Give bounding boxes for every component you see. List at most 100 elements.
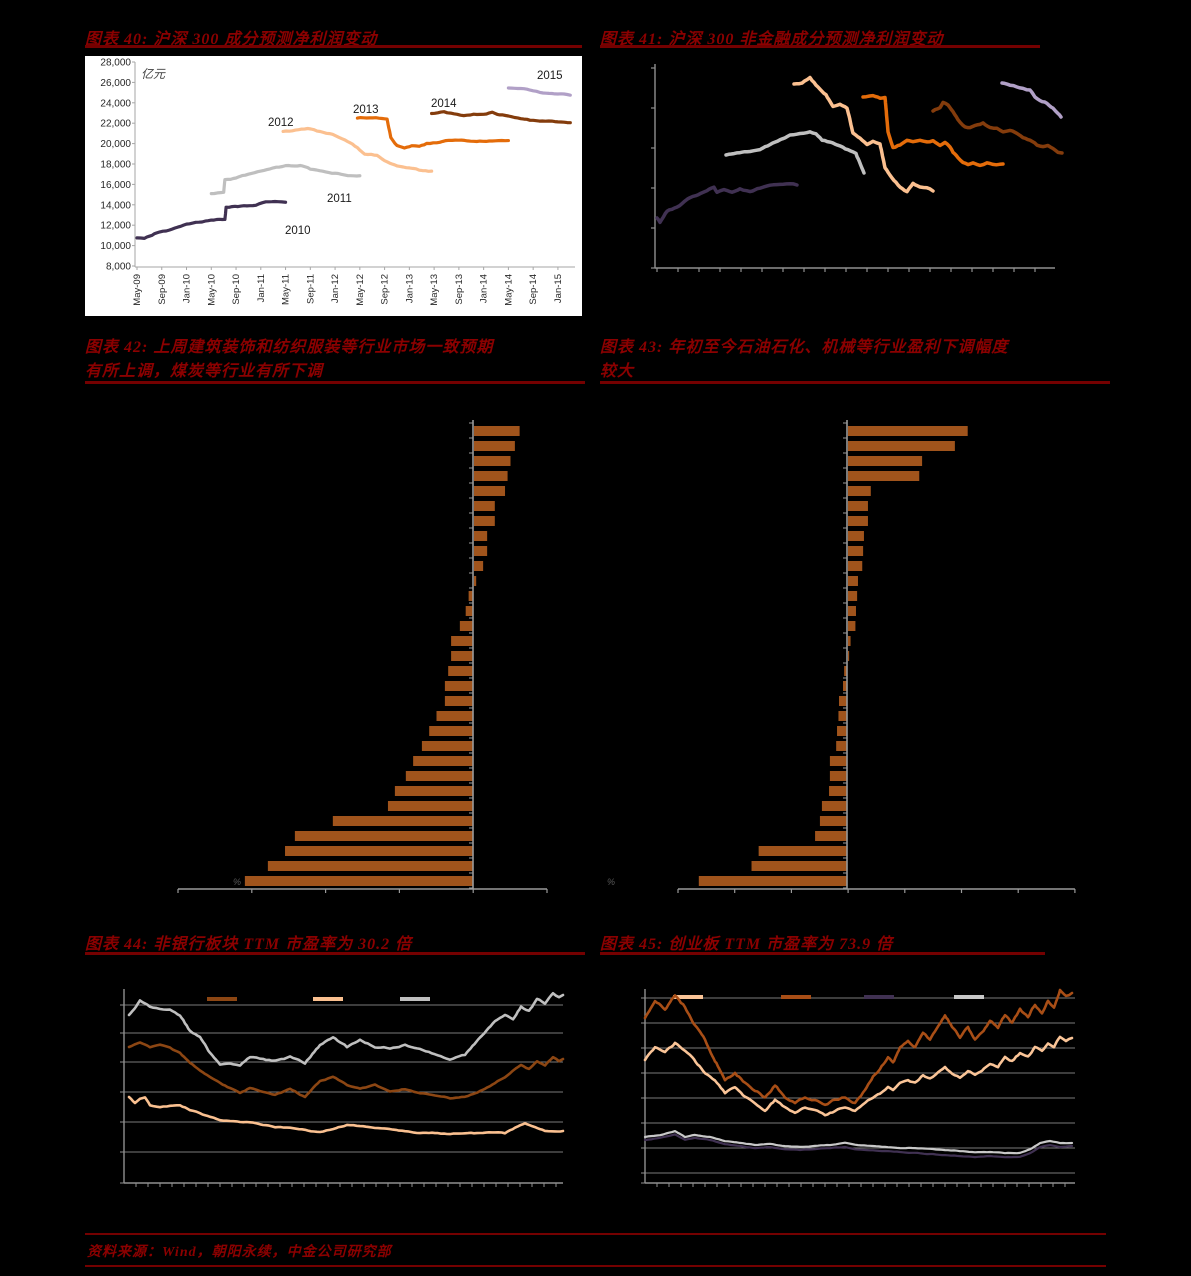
bar	[394, 786, 473, 796]
bar	[848, 426, 968, 436]
figure-45-title-underline	[600, 952, 1045, 955]
bar	[267, 861, 473, 871]
bar	[848, 441, 955, 451]
bar	[829, 786, 847, 796]
figure-41-title-underline	[600, 45, 1040, 48]
bar	[436, 711, 473, 721]
bar	[837, 726, 847, 736]
legend-swatch	[673, 995, 703, 999]
line-2013	[861, 93, 1005, 168]
bar	[843, 681, 847, 691]
bar	[474, 471, 508, 481]
line-2012	[792, 75, 935, 194]
x-tick-label: Sep-13	[454, 274, 465, 305]
line-2013	[355, 115, 510, 150]
bar	[405, 771, 473, 781]
bar	[294, 831, 473, 841]
line-2015	[506, 86, 572, 97]
x-tick-label: Jan-13	[404, 274, 415, 303]
figure-44-chart	[85, 985, 585, 1220]
figure-44-canvas	[120, 989, 565, 1187]
x-tick-label: Sep-10	[231, 274, 242, 305]
line-2014	[931, 100, 1064, 155]
bar	[459, 621, 473, 631]
x-tick-label: May-11	[281, 274, 292, 305]
figure-42-chart: %	[85, 392, 585, 902]
figure-40-title-underline	[85, 45, 582, 48]
line-series-purple	[643, 1133, 1074, 1159]
bar	[758, 846, 847, 856]
x-tick-label: Sep-12	[380, 274, 391, 305]
bar	[413, 756, 473, 766]
bar	[474, 486, 506, 496]
bar	[829, 756, 847, 766]
bar	[848, 456, 923, 466]
figure-44-title-underline	[85, 952, 585, 955]
figure-43-chart: %	[600, 392, 1191, 902]
x-tick-label: Jan-15	[553, 274, 564, 303]
bar	[474, 426, 520, 436]
bar	[848, 651, 850, 661]
x-tick-label: Jan-14	[479, 274, 490, 303]
figure-45-chart	[630, 985, 1090, 1220]
bar	[815, 831, 847, 841]
bar	[844, 666, 847, 676]
line-2011	[209, 163, 362, 196]
year-label-2012: 2012	[268, 117, 294, 129]
bar	[848, 501, 868, 511]
bar	[848, 591, 858, 601]
x-tick-label: Jan-11	[256, 274, 267, 302]
bar	[848, 621, 856, 631]
bar	[821, 801, 847, 811]
x-tick-label: Sep-11	[305, 274, 316, 304]
x-tick-label: May-09	[132, 274, 143, 306]
year-label-2014: 2014	[431, 98, 457, 110]
bar	[848, 606, 856, 616]
bar	[244, 876, 473, 886]
line-series-gray	[127, 992, 565, 1067]
y-tick-label: 18,000	[100, 160, 131, 171]
bar	[421, 741, 473, 751]
axis-unit-hint: %	[233, 877, 241, 887]
bar	[451, 651, 473, 661]
figure-43-title-underline	[600, 381, 1110, 384]
bar	[474, 456, 511, 466]
figure-43-title-line1: 图表 43: 年初至今石油石化、机械等行业盈利下调幅度	[600, 339, 1009, 356]
bar	[468, 591, 473, 601]
figure-41-chart	[600, 56, 1191, 316]
x-tick-label: Jan-10	[182, 274, 193, 303]
x-tick-label: May-13	[429, 274, 440, 306]
footer-rule-top	[85, 1233, 1106, 1235]
y-tick-label: 28,000	[100, 58, 131, 69]
figure-45-title: 图表 45: 创业板 TTM 市盈率为 73.9 倍	[600, 936, 894, 953]
bar	[848, 576, 858, 586]
source-note: 资料来源：Wind，朝阳永续，中金公司研究部	[87, 1245, 392, 1260]
bar	[698, 876, 847, 886]
figure-42-title-underline	[85, 381, 585, 384]
bar	[451, 636, 473, 646]
line-2012	[281, 126, 434, 173]
y-tick-label: 16,000	[100, 180, 131, 191]
bar	[474, 576, 477, 586]
footer-rule-bottom	[85, 1265, 1106, 1267]
bar	[848, 561, 863, 571]
x-tick-label: May-10	[206, 274, 217, 306]
bar	[332, 816, 473, 826]
line-series-brown	[127, 1041, 565, 1100]
y-tick-label: 10,000	[100, 241, 131, 252]
bar	[474, 531, 488, 541]
bar	[474, 441, 515, 451]
figure-42-title-line1: 图表 42: 上周建筑装饰和纺织服装等行业市场一致预期	[85, 339, 494, 356]
line-series-gray	[643, 1130, 1074, 1155]
bar	[838, 711, 847, 721]
bar	[848, 531, 864, 541]
figure-43-canvas: %	[607, 420, 1076, 893]
y-axis-unit-label: 亿元	[141, 67, 166, 81]
line-series-peach	[127, 1095, 565, 1136]
line-2014	[430, 110, 572, 125]
line-2010	[135, 199, 288, 240]
figure-43-title-line2: 较大	[600, 363, 635, 380]
legend-swatch	[954, 995, 984, 999]
bar	[285, 846, 473, 856]
x-tick-label: Jan-12	[330, 274, 341, 303]
